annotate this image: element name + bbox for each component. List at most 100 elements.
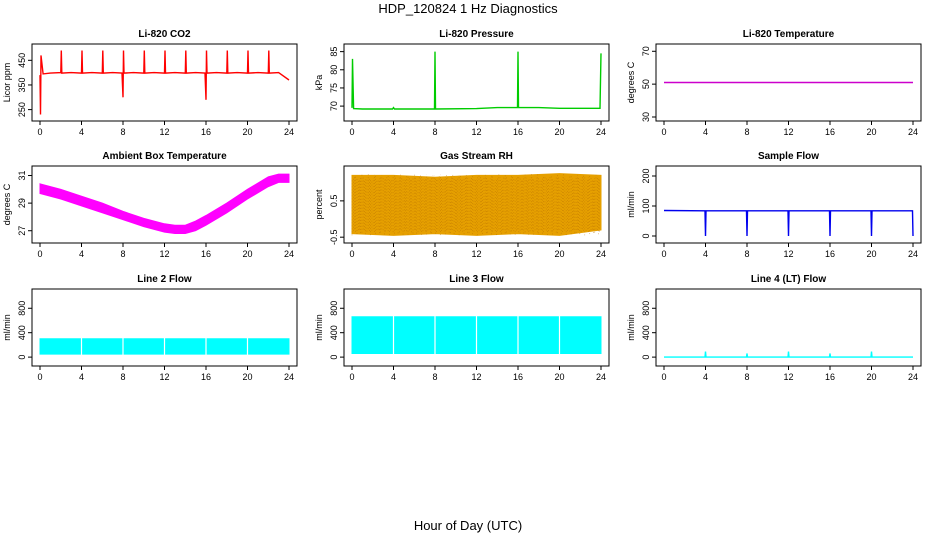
y-tick-label: 100 — [641, 198, 651, 213]
y-axis-label: ml/min — [2, 314, 12, 341]
y-tick-label: 50 — [641, 79, 651, 89]
x-tick-label: 16 — [513, 372, 523, 382]
data-line-1 — [663, 209, 914, 237]
x-tick-label: 24 — [596, 249, 606, 259]
x-tick-label: 12 — [159, 127, 169, 137]
y-tick-label: 800 — [641, 301, 651, 316]
x-tick-label: 16 — [513, 249, 523, 259]
y-axis-label: ml/min — [626, 191, 636, 218]
data-line-1 — [351, 51, 602, 110]
y-tick-label: 350 — [17, 77, 27, 92]
chart-title: Gas Stream RH — [440, 151, 513, 162]
y-axis-label: kPa — [314, 75, 324, 91]
x-tick-label: 12 — [783, 372, 793, 382]
x-tick-label: 12 — [159, 249, 169, 259]
x-tick-label: 12 — [783, 127, 793, 137]
y-axis-label: ml/min — [626, 314, 636, 341]
x-tick-label: 16 — [825, 372, 835, 382]
y-tick-label: 0 — [641, 355, 651, 360]
x-tick-label: 16 — [825, 127, 835, 137]
x-tick-label: 4 — [391, 249, 396, 259]
x-tick-label: 20 — [242, 372, 252, 382]
x-tick-label: 12 — [471, 127, 481, 137]
x-tick-label: 8 — [120, 127, 125, 137]
x-tick-label: 4 — [703, 372, 708, 382]
y-tick-label: 0 — [17, 355, 27, 360]
x-tick-label: 4 — [703, 249, 708, 259]
y-tick-label: 75 — [329, 83, 339, 93]
chart-panel-8: Line 3 Flow ml/min 0 4 8 12 16 20 24 0 400 800 — [314, 274, 610, 382]
y-axis-label: degrees C — [626, 61, 636, 103]
x-tick-label: 0 — [349, 372, 354, 382]
y-tick-label: 27 — [17, 226, 27, 236]
x-tick-label: 0 — [661, 372, 666, 382]
x-tick-label: 24 — [596, 372, 606, 382]
x-tick-label: 12 — [471, 249, 481, 259]
chart-panel-3: Li-820 Temperature degrees C 0 4 8 12 16 20 24 30… — [626, 29, 922, 137]
x-tick-label: 4 — [79, 372, 84, 382]
y-tick-label: 450 — [17, 53, 27, 68]
chart-title: Li-820 Temperature — [743, 29, 835, 40]
y-tick-label: 200 — [641, 168, 651, 183]
y-tick-label: 85 — [329, 47, 339, 57]
chart-title: Ambient Box Temperature — [102, 151, 227, 162]
x-tick-label: 4 — [79, 249, 84, 259]
y-tick-label: 0.5 — [329, 195, 339, 208]
y-tick-label: 70 — [641, 46, 651, 56]
x-tick-label: 8 — [432, 249, 437, 259]
x-tick-label: 0 — [37, 249, 42, 259]
chart-panel-1: Li-820 CO2 Licor ppm 0 4 8 12 16 20 24 250 350 450 — [2, 29, 298, 137]
y-tick-label: 0 — [641, 233, 651, 238]
x-tick-label: 16 — [825, 249, 835, 259]
y-axis-label: ml/min — [314, 314, 324, 341]
x-tick-label: 8 — [744, 127, 749, 137]
x-tick-label: 8 — [432, 127, 437, 137]
x-tick-label: 4 — [703, 127, 708, 137]
y-tick-label: 30 — [641, 112, 651, 122]
x-tick-label: 16 — [201, 249, 211, 259]
y-tick-label: 80 — [329, 65, 339, 75]
y-tick-label: 70 — [329, 101, 339, 111]
y-tick-label: 31 — [17, 171, 27, 181]
data-band-1 — [39, 173, 290, 234]
x-tick-label: 20 — [242, 127, 252, 137]
x-tick-label: 20 — [866, 249, 876, 259]
chart-panel-4: Ambient Box Temperature degrees C 0 4 8 12 16 2… — [2, 151, 298, 259]
chart-title: Line 2 Flow — [137, 274, 192, 285]
x-tick-label: 4 — [391, 372, 396, 382]
y-tick-label: 800 — [17, 301, 27, 316]
chart-panel-9: Line 4 (LT) Flow ml/min 0 4 8 12 16 20 24 0 400 800 — [626, 274, 922, 382]
x-tick-label: 24 — [908, 127, 918, 137]
x-tick-label: 20 — [866, 127, 876, 137]
data-line-1 — [664, 351, 913, 358]
x-tick-label: 24 — [284, 127, 294, 137]
x-tick-label: 12 — [783, 249, 793, 259]
x-tick-label: 16 — [201, 127, 211, 137]
x-tick-label: 20 — [554, 249, 564, 259]
x-tick-label: 20 — [554, 372, 564, 382]
x-tick-label: 4 — [79, 127, 84, 137]
y-tick-label: 250 — [17, 102, 27, 117]
x-tick-label: 0 — [37, 127, 42, 137]
x-tick-label: 0 — [349, 127, 354, 137]
y-axis-label: percent — [314, 189, 324, 220]
y-tick-label: 400 — [641, 325, 651, 340]
data-line-1 — [39, 50, 290, 115]
y-tick-label: 29 — [17, 198, 27, 208]
x-tick-label: 20 — [554, 127, 564, 137]
x-tick-label: 16 — [513, 127, 523, 137]
chart-panel-6: Sample Flow ml/min 0 4 8 12 16 20 24 0 100 200 — [626, 151, 922, 259]
chart-title: Line 4 (LT) Flow — [751, 274, 827, 285]
x-tick-label: 20 — [242, 249, 252, 259]
y-tick-label: 0 — [329, 355, 339, 360]
x-tick-label: 16 — [201, 372, 211, 382]
chart-title: Li-820 Pressure — [439, 29, 514, 40]
x-tick-label: 8 — [432, 372, 437, 382]
x-tick-label: 4 — [391, 127, 396, 137]
page-title: HDP_120824 1 Hz Diagnostics — [378, 1, 558, 16]
x-tick-label: 24 — [284, 249, 294, 259]
y-tick-label: 800 — [329, 301, 339, 316]
y-tick-label: 400 — [329, 325, 339, 340]
chart-title: Sample Flow — [758, 151, 819, 162]
y-tick-label: -0.5 — [329, 229, 339, 245]
